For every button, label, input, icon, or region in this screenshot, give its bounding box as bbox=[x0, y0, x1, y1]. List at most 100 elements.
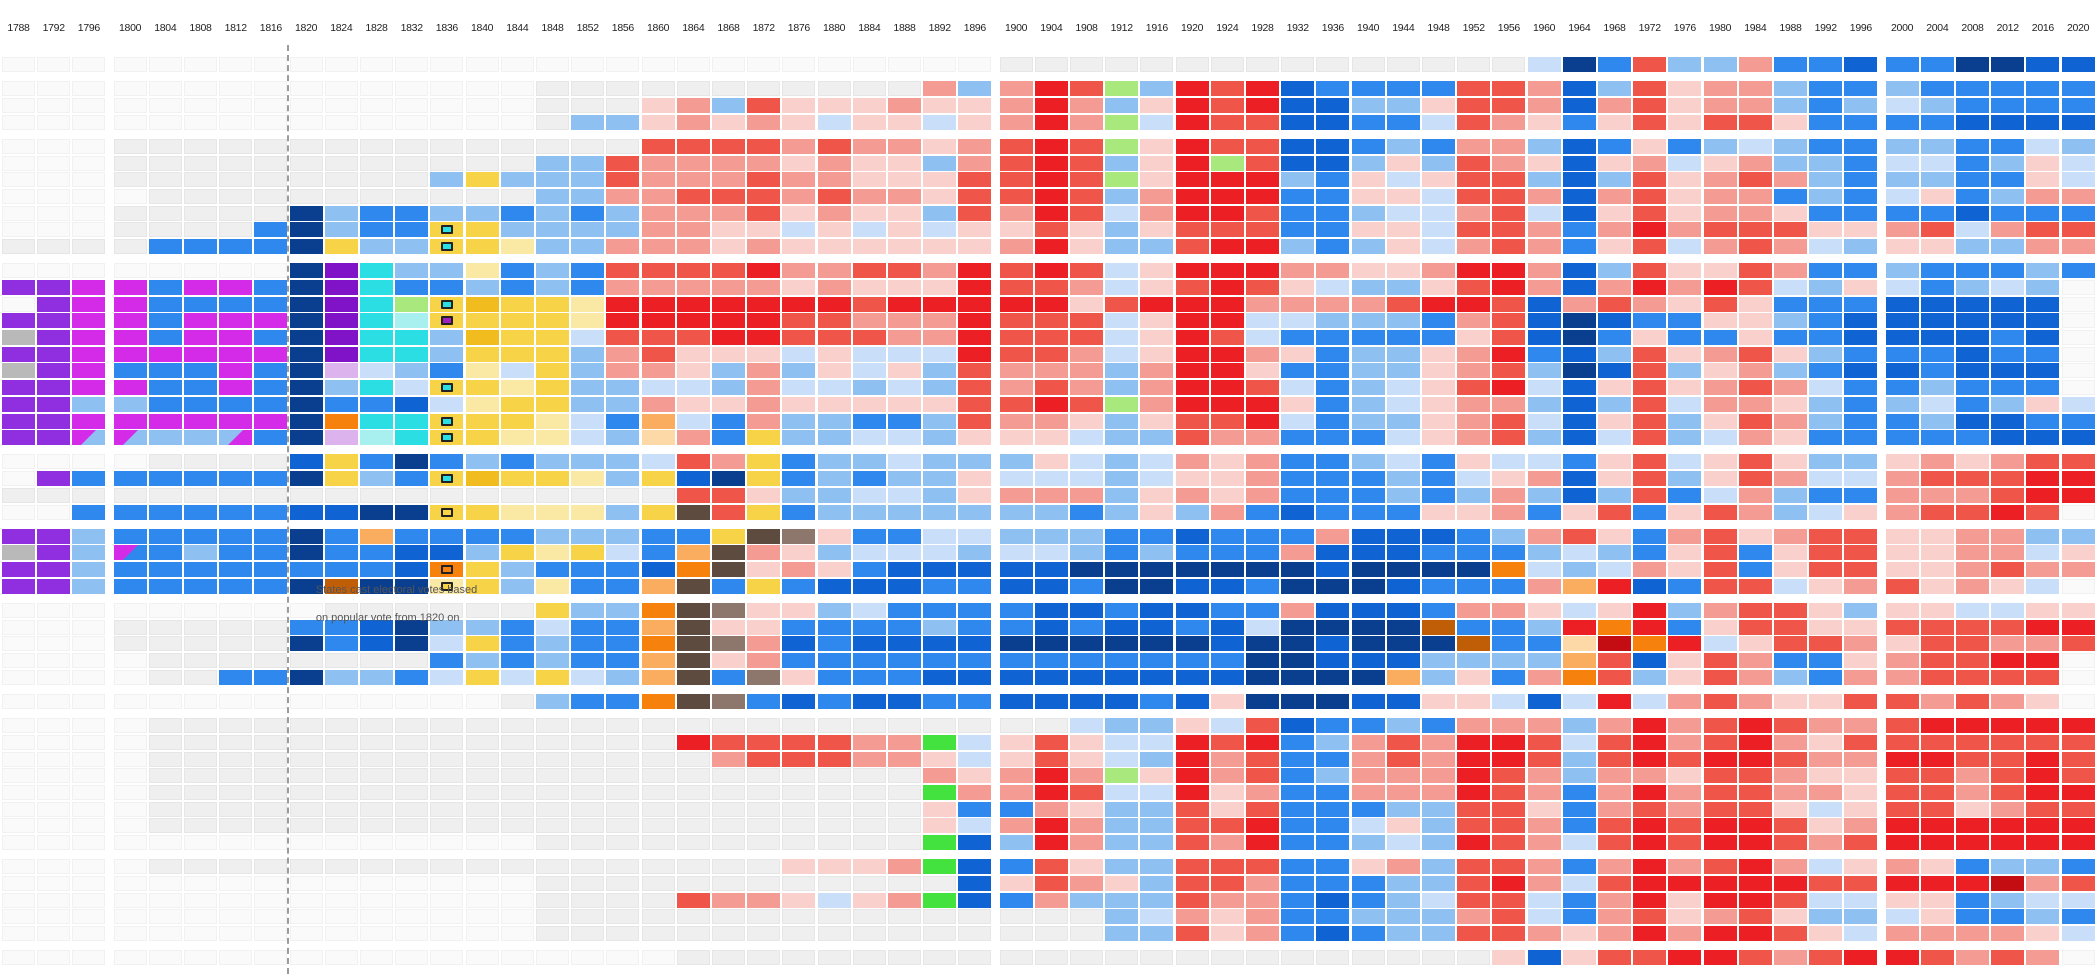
state-year-cell bbox=[395, 562, 429, 578]
state-year-cell bbox=[148, 330, 182, 345]
state-year-cell bbox=[923, 768, 957, 784]
state-year-cell bbox=[113, 926, 147, 942]
state-year-cell bbox=[324, 876, 358, 891]
state-year-cell bbox=[817, 545, 851, 561]
state-year-cell bbox=[72, 926, 106, 942]
state-year-cell bbox=[1316, 138, 1350, 154]
state-year-cell bbox=[1175, 114, 1209, 130]
year-label: 1952 bbox=[1462, 22, 1485, 34]
state-year-cell bbox=[254, 835, 288, 851]
state-year-cell bbox=[1668, 413, 1702, 429]
state-year-cell bbox=[1070, 718, 1103, 734]
year-label: 2004 bbox=[1926, 22, 1949, 34]
state-year-cell bbox=[1844, 279, 1878, 295]
state-year-cell bbox=[536, 926, 569, 942]
state-year-cell bbox=[1386, 263, 1420, 279]
state-year-cell bbox=[536, 239, 569, 254]
state-year-cell bbox=[1175, 926, 1209, 942]
state-year-cell bbox=[360, 279, 393, 295]
state-year-cell bbox=[958, 876, 992, 891]
state-year-cell bbox=[2061, 346, 2095, 362]
state-year-cell bbox=[641, 876, 675, 891]
state-year-cell bbox=[1738, 768, 1772, 784]
state-year-cell bbox=[852, 768, 886, 784]
state-year-cell bbox=[1246, 97, 1279, 113]
state-year-cell bbox=[1527, 222, 1561, 238]
state-year-cell bbox=[219, 734, 253, 750]
state-year-cell bbox=[1920, 859, 1954, 875]
state-year-cell bbox=[1598, 603, 1631, 618]
state-year-cell bbox=[536, 785, 569, 800]
state-year-cell bbox=[72, 57, 106, 72]
state-year-cell bbox=[712, 528, 745, 544]
state-year-cell bbox=[1175, 619, 1209, 635]
state-year-cell bbox=[1210, 718, 1244, 734]
state-year-cell bbox=[148, 669, 182, 685]
state-year-cell bbox=[184, 892, 217, 908]
state-year-cell bbox=[1703, 471, 1737, 487]
state-year-cell bbox=[1210, 876, 1244, 891]
state-year-cell bbox=[1175, 734, 1209, 750]
state-year-cell bbox=[1809, 801, 1843, 817]
state-year-cell bbox=[37, 239, 71, 254]
state-year-cell bbox=[113, 528, 147, 544]
state-year-cell bbox=[1140, 471, 1174, 487]
state-year-cell bbox=[1668, 545, 1702, 561]
state-year-cell bbox=[1210, 545, 1244, 561]
state-year-cell bbox=[1457, 694, 1491, 709]
state-year-cell bbox=[1175, 892, 1209, 908]
state-year-cell bbox=[2, 835, 35, 851]
state-year-cell bbox=[1774, 578, 1807, 594]
state-year-cell bbox=[1885, 801, 1919, 817]
state-year-cell bbox=[1668, 396, 1702, 412]
state-year-cell bbox=[1070, 876, 1103, 891]
state-year-cell bbox=[289, 785, 323, 800]
state-year-cell bbox=[676, 892, 710, 908]
state-year-cell bbox=[395, 909, 429, 925]
state-year-cell bbox=[1070, 188, 1103, 204]
state-year-cell bbox=[1351, 471, 1385, 487]
state-year-cell bbox=[395, 81, 429, 97]
year-label: 1920 bbox=[1181, 22, 1204, 34]
state-year-cell bbox=[1070, 363, 1103, 379]
year-label: 1968 bbox=[1603, 22, 1626, 34]
state-year-cell bbox=[676, 363, 710, 379]
state-year-cell bbox=[1809, 528, 1843, 544]
state-year-cell bbox=[676, 396, 710, 412]
state-year-cell bbox=[37, 279, 71, 295]
state-year-cell bbox=[1844, 239, 1878, 254]
state-year-cell bbox=[1738, 528, 1772, 544]
state-year-cell bbox=[1105, 909, 1139, 925]
state-year-cell bbox=[641, 263, 675, 279]
state-year-cell bbox=[1386, 734, 1420, 750]
state-year-cell bbox=[999, 801, 1033, 817]
state-year-cell bbox=[1070, 504, 1103, 520]
state-year-cell bbox=[1809, 471, 1843, 487]
state-year-cell bbox=[2, 751, 35, 767]
state-year-cell bbox=[923, 396, 957, 412]
state-year-cell bbox=[72, 653, 106, 669]
state-year-cell bbox=[1885, 734, 1919, 750]
state-year-cell bbox=[1991, 528, 2025, 544]
state-year-cell bbox=[676, 835, 710, 851]
state-year-cell bbox=[1105, 892, 1139, 908]
state-year-cell bbox=[465, 380, 499, 396]
state-year-cell bbox=[1316, 239, 1350, 254]
state-year-cell bbox=[999, 330, 1033, 345]
state-year-cell bbox=[113, 562, 147, 578]
state-year-cell bbox=[606, 263, 640, 279]
state-year-cell bbox=[1738, 603, 1772, 618]
state-year-cell bbox=[1844, 155, 1878, 171]
state-year-cell bbox=[782, 926, 816, 942]
state-year-cell bbox=[712, 296, 745, 312]
state-year-cell bbox=[2061, 471, 2095, 487]
state-year-cell bbox=[1668, 636, 1702, 652]
state-year-cell bbox=[1070, 81, 1103, 97]
state-year-cell bbox=[254, 578, 288, 594]
state-year-cell bbox=[113, 138, 147, 154]
state-year-cell bbox=[1885, 155, 1919, 171]
state-year-cell bbox=[1422, 296, 1455, 312]
state-year-cell bbox=[1386, 751, 1420, 767]
state-year-cell bbox=[1281, 619, 1315, 635]
state-year-cell bbox=[148, 413, 182, 429]
